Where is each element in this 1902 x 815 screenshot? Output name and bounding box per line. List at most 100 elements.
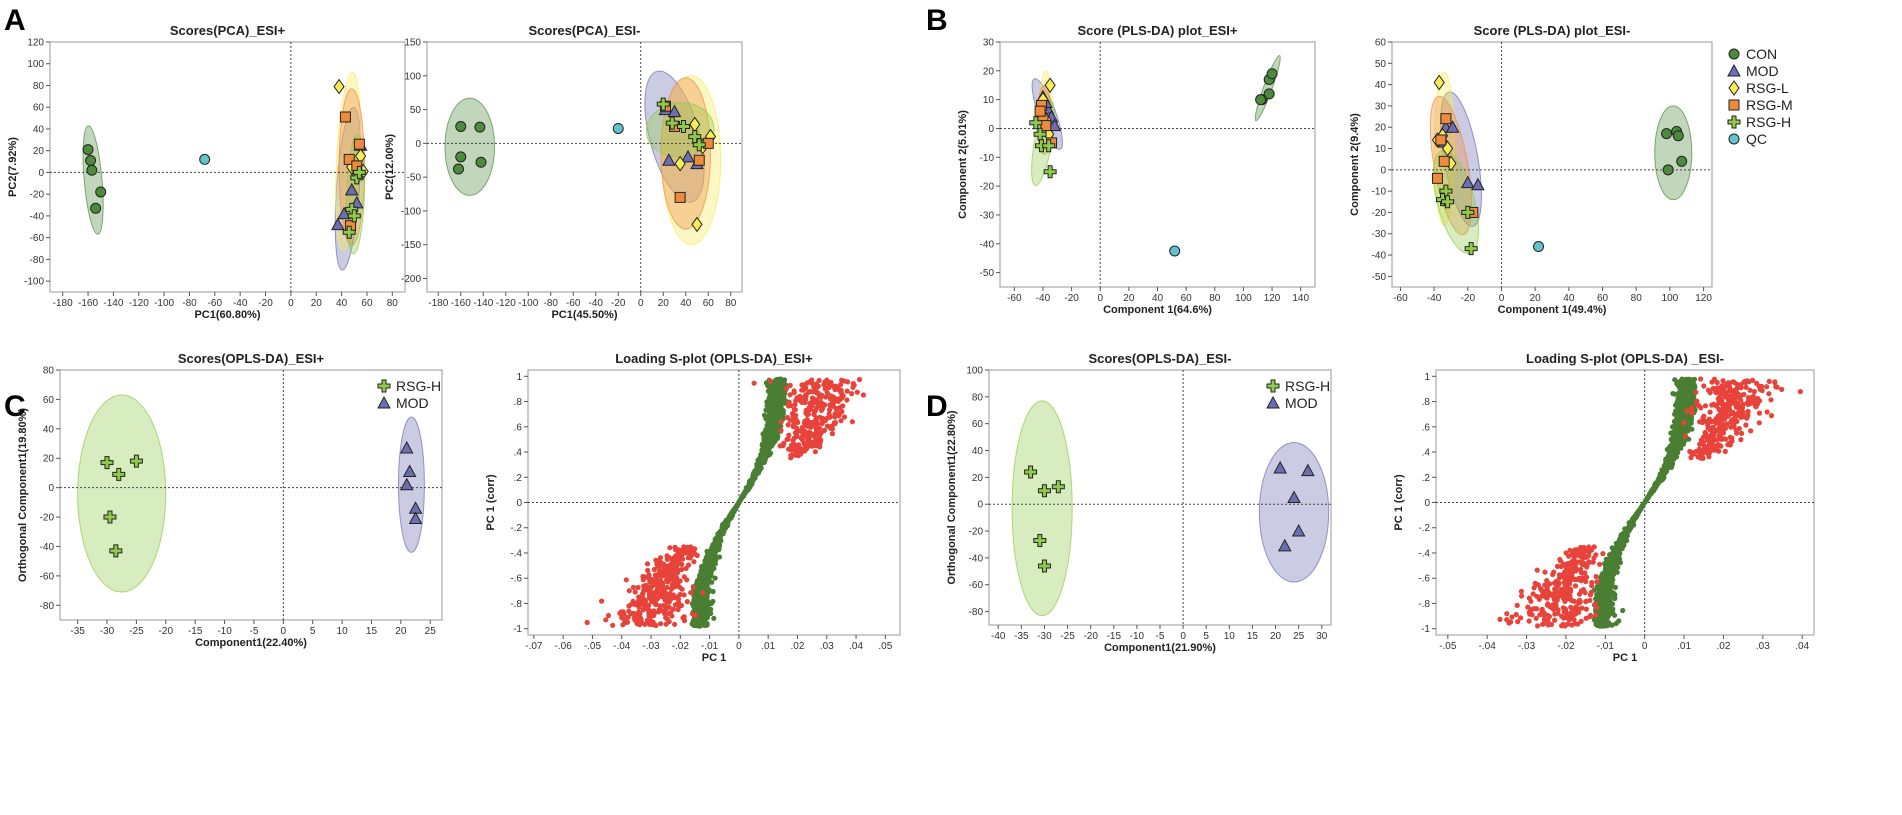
point-significant xyxy=(826,407,833,413)
point-significant xyxy=(1589,583,1595,589)
y-tick-label: -10 xyxy=(980,153,995,164)
point-nonsignificant xyxy=(779,380,785,386)
x-tick-label: -.04 xyxy=(613,641,631,652)
point-nonsignificant xyxy=(704,548,710,554)
point-significant xyxy=(1725,442,1731,448)
point-nonsignificant xyxy=(689,601,695,607)
point-significant xyxy=(824,415,830,422)
point-significant xyxy=(1706,450,1712,456)
data-points xyxy=(82,78,369,239)
point-significant xyxy=(1509,614,1515,620)
y-tick-label: 10 xyxy=(1375,144,1387,155)
legend-marker-rsg-h xyxy=(1727,115,1741,129)
point-significant xyxy=(638,616,644,623)
point-significant xyxy=(1709,379,1715,385)
x-tick-label: 20 xyxy=(1530,293,1542,304)
point-significant xyxy=(788,455,794,461)
point-nonsignificant xyxy=(702,593,709,600)
point-significant xyxy=(1720,429,1726,436)
point-significant xyxy=(1724,421,1730,427)
point-significant xyxy=(1716,442,1722,448)
point-significant xyxy=(666,619,672,625)
x-tick-label: 20 xyxy=(311,298,323,309)
point-nonsignificant xyxy=(1678,441,1684,447)
point-significant xyxy=(1542,569,1548,575)
point-nonsignificant xyxy=(763,434,769,440)
chart-title: Scores(OPLS-DA)_ESI+ xyxy=(178,351,325,366)
y-tick-label: .6 xyxy=(514,422,523,433)
x-tick-label: 10 xyxy=(1224,631,1236,642)
point-rsg-m xyxy=(1440,113,1452,125)
point-rsg-m xyxy=(693,154,705,166)
point-significant xyxy=(1748,428,1754,434)
x-tick-label: 60 xyxy=(1597,293,1609,304)
point-significant xyxy=(1584,563,1590,569)
point-rsg-l xyxy=(691,216,703,233)
point-nonsignificant xyxy=(1647,492,1653,498)
point-rsg-h xyxy=(352,165,366,179)
point-nonsignificant xyxy=(1684,399,1690,405)
x-tick-label: -60 xyxy=(1393,293,1408,304)
x-tick-label: -30 xyxy=(100,626,115,637)
point-significant xyxy=(1693,389,1699,395)
x-tick-label: 20 xyxy=(395,626,407,637)
y-tick-label: -80 xyxy=(969,607,984,618)
y-tick-label: -20 xyxy=(30,190,45,201)
point-significant xyxy=(1581,552,1587,559)
y-tick-label: -.4 xyxy=(510,548,522,559)
x-tick-label: -.02 xyxy=(1557,641,1575,652)
point-significant xyxy=(642,598,649,604)
point-rsg-h xyxy=(103,510,117,524)
point-significant xyxy=(1720,378,1726,384)
point-significant xyxy=(1738,382,1744,388)
x-tick-label: 40 xyxy=(1152,293,1164,304)
chart-pca_neg: -180 -160 -140 -120 -100 -80 -60 -40 -20 0 20 40 60 8… xyxy=(384,23,743,321)
point-nonsignificant xyxy=(1674,419,1680,425)
point-mod xyxy=(662,153,676,166)
point-significant xyxy=(1745,408,1751,415)
ellipse-mod xyxy=(1258,441,1330,583)
point-nonsignificant xyxy=(778,408,784,414)
point-significant xyxy=(1531,585,1537,591)
y-tick-label: -.8 xyxy=(510,599,522,610)
point-con xyxy=(95,186,107,198)
point-significant xyxy=(1702,403,1709,409)
point-rsg-h xyxy=(1043,165,1057,179)
point-significant xyxy=(1553,578,1559,585)
point-significant xyxy=(640,607,647,613)
point-significant xyxy=(676,603,682,610)
point-nonsignificant xyxy=(1672,411,1678,417)
y-tick-label: -100 xyxy=(24,277,44,288)
point-significant xyxy=(686,562,692,568)
point-significant xyxy=(645,567,651,574)
point-significant xyxy=(1700,455,1706,461)
point-nonsignificant xyxy=(1608,556,1614,562)
point-significant xyxy=(1540,621,1546,627)
point-significant xyxy=(648,584,655,590)
point-nonsignificant xyxy=(781,400,787,406)
point-significant xyxy=(1576,600,1582,606)
point-significant xyxy=(838,382,844,388)
point-nonsignificant xyxy=(1684,395,1690,402)
y-tick-label: 0 xyxy=(1424,498,1430,509)
point-significant xyxy=(646,613,652,619)
point-significant xyxy=(1764,384,1770,390)
x-tick-label: 0 xyxy=(1180,631,1186,642)
point-significant xyxy=(1774,384,1780,390)
y-tick-label: .6 xyxy=(1422,422,1431,433)
point-significant xyxy=(786,446,792,452)
point-significant xyxy=(1563,550,1569,556)
point-significant xyxy=(1705,422,1711,428)
point-significant xyxy=(1779,386,1785,392)
point-significant xyxy=(1539,609,1545,615)
point-qc xyxy=(199,153,211,165)
point-nonsignificant xyxy=(1674,435,1680,441)
x-tick-label: -.04 xyxy=(1479,641,1497,652)
point-significant xyxy=(605,612,612,619)
point-nonsignificant xyxy=(1688,389,1694,395)
point-con xyxy=(1662,164,1674,176)
point-significant xyxy=(651,610,658,616)
data-points xyxy=(453,97,717,233)
x-tick-label: -.05 xyxy=(584,641,602,652)
